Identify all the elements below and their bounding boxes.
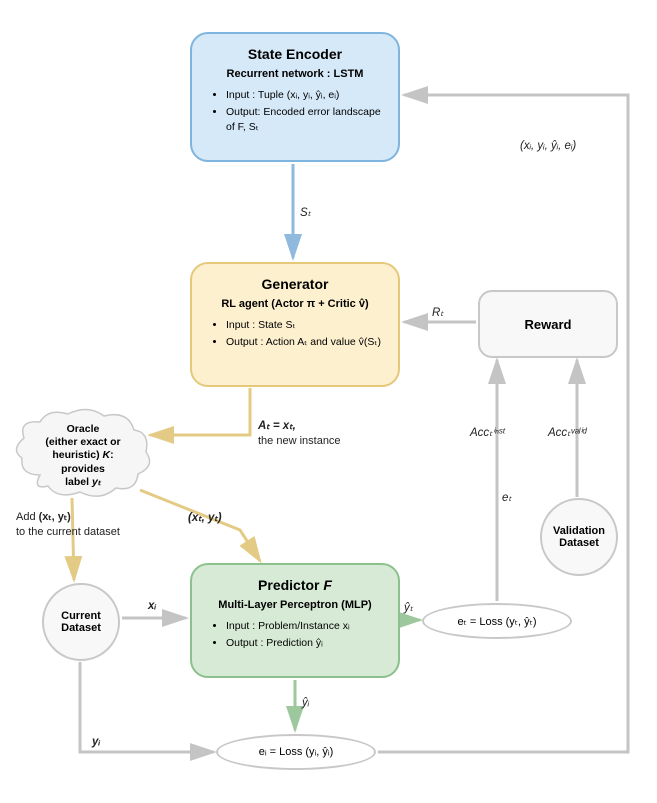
generator-node: Generator RL agent (Actor π + Critic v̂)… [190,262,400,387]
edge-label-yhat-i: ŷᵢ [302,697,309,709]
edge-label-acc-valid: Accₜᵛᵃˡⁱᵈ [548,425,586,439]
edge-label-rt: Rₜ [432,305,444,319]
edge-label-st: Sₜ [300,205,311,219]
rl-architecture-diagram: State Encoder Recurrent network : LSTM I… [0,0,657,803]
edge-label-add1: Add (xₜ, yₜ) [16,510,71,524]
edge-label-at-xt: Aₜ = xₜ, [258,418,296,432]
edge-label-tuple-right: (xᵢ, yᵢ, ŷᵢ, eᵢ) [520,140,576,152]
generator-bullet-2: Output : Action Aₜ and value v̂(Sₜ) [226,335,382,350]
edge-label-xt-yt: (xₜ, yₜ) [188,510,222,524]
state-encoder-node: State Encoder Recurrent network : LSTM I… [190,32,400,162]
state-encoder-bullet-1: Input : Tuple (xᵢ, yᵢ, ŷᵢ, eᵢ) [226,88,382,103]
reward-label: Reward [525,317,572,332]
state-encoder-bullet-2: Output: Encoded error landscape of F, Sₜ [226,105,382,135]
loss-i-node: eᵢ = Loss (yᵢ, ŷᵢ) [216,734,376,770]
predictor-bullet-1: Input : Problem/Instance xᵢ [226,619,382,634]
predictor-title: Predictor F [208,577,382,593]
generator-bullet-1: Input : State Sₜ [226,318,382,333]
validation-dataset-node: ValidationDataset [540,498,618,576]
predictor-node: Predictor F Multi-Layer Perceptron (MLP)… [190,563,400,678]
generator-title: Generator [208,276,382,292]
current-dataset-node: CurrentDataset [42,583,120,661]
edge-label-yi: yᵢ [92,736,100,748]
edge-label-at-xt-desc: the new instance [258,434,341,448]
edge-label-et: eₜ [502,490,512,504]
state-encoder-subtitle: Recurrent network : LSTM [208,68,382,80]
validation-dataset-label: ValidationDataset [553,525,605,549]
state-encoder-bullets: Input : Tuple (xᵢ, yᵢ, ŷᵢ, eᵢ) Output: E… [208,88,382,136]
oracle-label: Oracle(either exact orheuristic) K:provi… [45,423,120,489]
predictor-bullets: Input : Problem/Instance xᵢ Output : Pre… [208,619,382,651]
predictor-subtitle: Multi-Layer Perceptron (MLP) [208,599,382,611]
edge-label-xi: xᵢ [148,600,156,612]
state-encoder-title: State Encoder [208,46,382,62]
loss-i-label: eᵢ = Loss (yᵢ, ŷᵢ) [259,746,334,758]
current-dataset-label: CurrentDataset [61,610,101,634]
edge-label-acc-inst: Accₜⁱⁿˢᵗ [470,425,505,439]
loss-t-label: eₜ = Loss (yₜ, ŷₜ) [457,615,536,628]
generator-bullets: Input : State Sₜ Output : Action Aₜ and … [208,318,382,350]
predictor-bullet-2: Output : Prediction ŷᵢ [226,636,382,651]
generator-subtitle: RL agent (Actor π + Critic v̂) [208,298,382,310]
loss-t-node: eₜ = Loss (yₜ, ŷₜ) [422,603,572,639]
oracle-node: Oracle(either exact orheuristic) K:provi… [22,418,144,494]
reward-node: Reward [478,290,618,358]
edge-label-add2: to the current dataset [16,525,120,539]
edge-label-yhat-t: ŷₜ [404,600,413,614]
